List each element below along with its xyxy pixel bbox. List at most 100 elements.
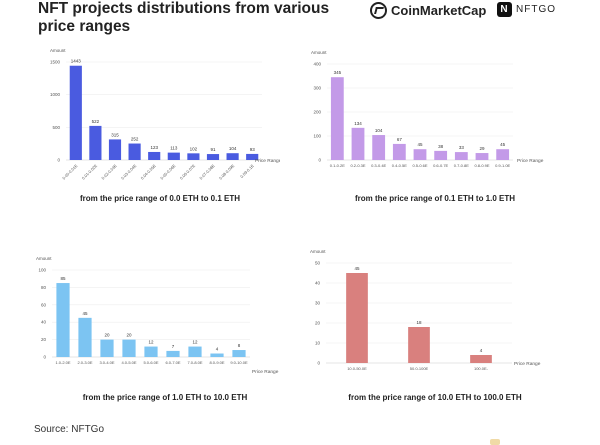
x-tick-label: 0.02-0.03E: [100, 163, 118, 181]
data-label: 252: [131, 137, 139, 142]
x-axis-label: Price Range: [255, 158, 280, 164]
data-label: 4: [480, 348, 483, 353]
coinmarketcap-logo: CoinMarketCap: [370, 2, 486, 19]
data-label: 113: [170, 146, 178, 151]
bar: [108, 139, 122, 160]
data-label: 522: [92, 119, 100, 124]
bar: [122, 339, 136, 357]
y-axis-label: Amount: [310, 249, 326, 254]
coinmarketcap-logo-icon: [370, 2, 387, 19]
bar: [187, 153, 200, 160]
y-tick-label: 30: [315, 301, 321, 306]
data-label: 91: [210, 147, 216, 152]
bar: [148, 151, 161, 160]
bar: [188, 346, 202, 357]
y-tick-label: 80: [41, 285, 47, 290]
bar: [496, 149, 510, 160]
x-tick-label: 3.0-4.0E: [99, 360, 114, 365]
x-tick-label: 0.2-0.3E: [350, 163, 365, 168]
data-label: 134: [354, 121, 362, 126]
bar: [206, 154, 220, 160]
bar: [346, 273, 368, 363]
data-label: 93: [250, 147, 256, 152]
x-tick-label: 0.4-0.5E: [392, 163, 407, 168]
x-axis-label: Price Range: [252, 369, 279, 375]
bar: [144, 346, 158, 357]
bar: [232, 350, 246, 357]
x-tick-label: 0.03-0.04E: [120, 163, 138, 181]
chart-1-to-10-eth: Amount 0 20 40 60 80 100 85 1.0-2.0E 45 2.0-3.0E 20…: [36, 257, 279, 375]
x-tick-label: 0.7-0.8E: [454, 163, 469, 168]
data-label: 7: [172, 344, 175, 349]
data-label: 67: [397, 137, 403, 142]
x-tick-label: 1.0-2.0E: [55, 360, 70, 365]
data-label: 45: [417, 142, 423, 147]
chart-caption-1: from the price range of 0.1 ETH to 1.0 E…: [354, 194, 516, 203]
x-tick-label: 0.8-0.9E: [474, 163, 489, 168]
x-tick-label: 0.01-0.02E: [81, 163, 99, 181]
data-label: 8: [238, 343, 241, 348]
chart-caption-3: from the price range of 10.0 ETH to 100.…: [348, 393, 522, 402]
x-tick-label: 9.0-10.0E: [230, 360, 248, 365]
y-tick-label: 10: [315, 341, 321, 346]
x-axis-label: Price Range: [517, 158, 544, 164]
data-label: 123: [150, 145, 158, 150]
y-axis-label: Amount: [50, 48, 66, 53]
data-label: 45: [354, 266, 360, 271]
y-tick-label: 0: [318, 158, 321, 163]
x-tick-label: 7.0-8.0E: [187, 360, 202, 365]
data-label: 45: [500, 142, 506, 147]
bar: [434, 150, 448, 160]
x-tick-label: 10.0-50.0E: [347, 366, 367, 371]
data-label: 45: [82, 311, 88, 316]
y-tick-label: 40: [41, 320, 47, 325]
bar: [78, 317, 92, 357]
x-tick-label: 0.00-0.01E: [61, 163, 79, 181]
bar: [128, 143, 141, 160]
coinmarketcap-logo-text: CoinMarketCap: [391, 3, 487, 18]
bar: [413, 149, 427, 160]
y-axis-label: Amount: [311, 50, 327, 55]
y-tick-label: 500: [52, 125, 60, 130]
y-tick-label: 0: [317, 361, 320, 366]
data-label: 12: [192, 340, 198, 345]
bar: [408, 327, 430, 363]
y-tick-label: 40: [315, 281, 321, 286]
y-tick-label: 400: [313, 62, 321, 67]
data-label: 20: [126, 333, 132, 338]
y-tick-label: 300: [313, 86, 321, 91]
bar: [470, 355, 492, 363]
x-tick-label: 0.07-0.08E: [198, 163, 216, 181]
x-tick-label: 50.0-100E: [410, 366, 429, 371]
x-tick-label: 0.9-1.0E: [495, 163, 510, 168]
x-tick-label: 0.06-0.07E: [179, 163, 197, 181]
chart-0.1-to-1-eth: Amount 0 100 200 300 400 345 0.1-0.2E 134 0.2-0.3…: [311, 50, 544, 168]
data-label: 345: [334, 70, 342, 75]
watermark-icon: [490, 439, 500, 445]
x-tick-label: 100.0E-: [474, 366, 489, 371]
y-tick-label: 0: [57, 158, 60, 163]
x-tick-label: 0.05-0.06E: [159, 163, 177, 181]
x-tick-label: 0.09-0.1E: [239, 163, 255, 179]
data-label: 102: [190, 146, 198, 151]
bar: [226, 153, 239, 160]
y-tick-label: 60: [41, 302, 47, 307]
data-label: 1443: [71, 59, 82, 64]
chart-caption-0: from the price range of 0.0 ETH to 0.1 E…: [79, 194, 241, 203]
y-tick-label: 1500: [50, 60, 61, 65]
bar: [100, 339, 114, 357]
x-tick-label: 8.0-9.0E: [209, 360, 224, 365]
chart-0-to-0.1-eth: Amount 0 500 1000 1500 1443 0.00-0.01E 522 0.01-…: [50, 48, 280, 181]
x-tick-label: 6.0-7.0E: [165, 360, 180, 365]
bar: [351, 127, 365, 160]
data-label: 104: [375, 128, 383, 133]
y-tick-label: 20: [41, 337, 47, 342]
y-tick-label: 100: [38, 268, 46, 273]
chart-10-to-100-eth: Amount 0 10 20 30 40 50 45 10.0-50.0E 18 50.0-100E…: [310, 249, 541, 371]
x-axis-label: Price Range: [514, 361, 541, 367]
y-tick-label: 1000: [50, 92, 61, 97]
data-label: 315: [111, 132, 119, 137]
data-label: 18: [416, 320, 422, 325]
data-label: 12: [148, 340, 154, 345]
x-tick-label: 0.6-0.7E: [433, 163, 448, 168]
